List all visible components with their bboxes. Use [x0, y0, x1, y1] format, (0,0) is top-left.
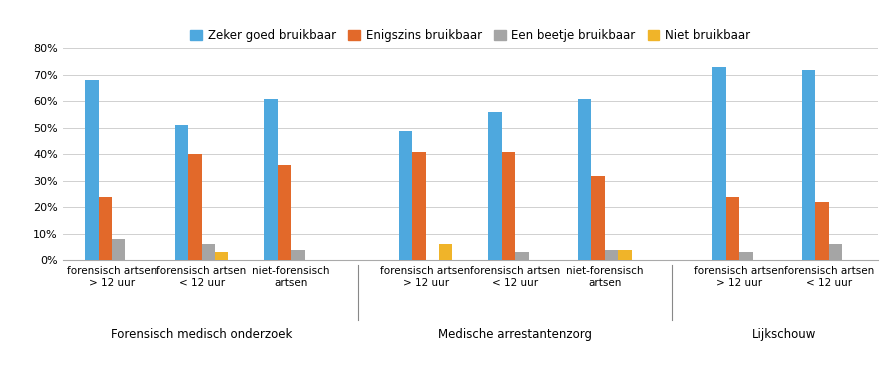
Bar [739, 253, 753, 260]
Bar [264, 99, 278, 260]
Bar [202, 244, 215, 260]
Bar [726, 197, 739, 260]
Bar [829, 244, 842, 260]
Bar [112, 239, 125, 260]
Bar [412, 152, 426, 260]
Bar [591, 176, 605, 260]
Bar [188, 154, 202, 260]
Bar [439, 244, 452, 260]
Text: Lijkschouw: Lijkschouw [752, 328, 816, 341]
Bar [502, 152, 515, 260]
Bar [291, 250, 305, 260]
Bar [712, 67, 726, 260]
Bar [618, 250, 632, 260]
Legend: Zeker goed bruikbaar, Enigszins bruikbaar, Een beetje bruikbaar, Niet bruikbaar: Zeker goed bruikbaar, Enigszins bruikbaa… [185, 25, 755, 47]
Bar [399, 131, 412, 260]
Bar [215, 253, 228, 260]
Point [353, 333, 364, 337]
Bar [802, 70, 815, 260]
Bar [578, 99, 591, 260]
Text: Forensisch medisch onderzoek: Forensisch medisch onderzoek [111, 328, 292, 341]
Bar [85, 80, 99, 260]
Point [667, 333, 677, 337]
Bar [605, 250, 618, 260]
Text: Medische arrestantenzorg: Medische arrestantenzorg [438, 328, 592, 341]
Bar [175, 125, 188, 260]
Bar [278, 165, 291, 260]
Bar [488, 112, 502, 260]
Point [353, 263, 364, 268]
Bar [815, 202, 829, 260]
Bar [99, 197, 112, 260]
Point [667, 263, 677, 268]
Bar [515, 253, 529, 260]
